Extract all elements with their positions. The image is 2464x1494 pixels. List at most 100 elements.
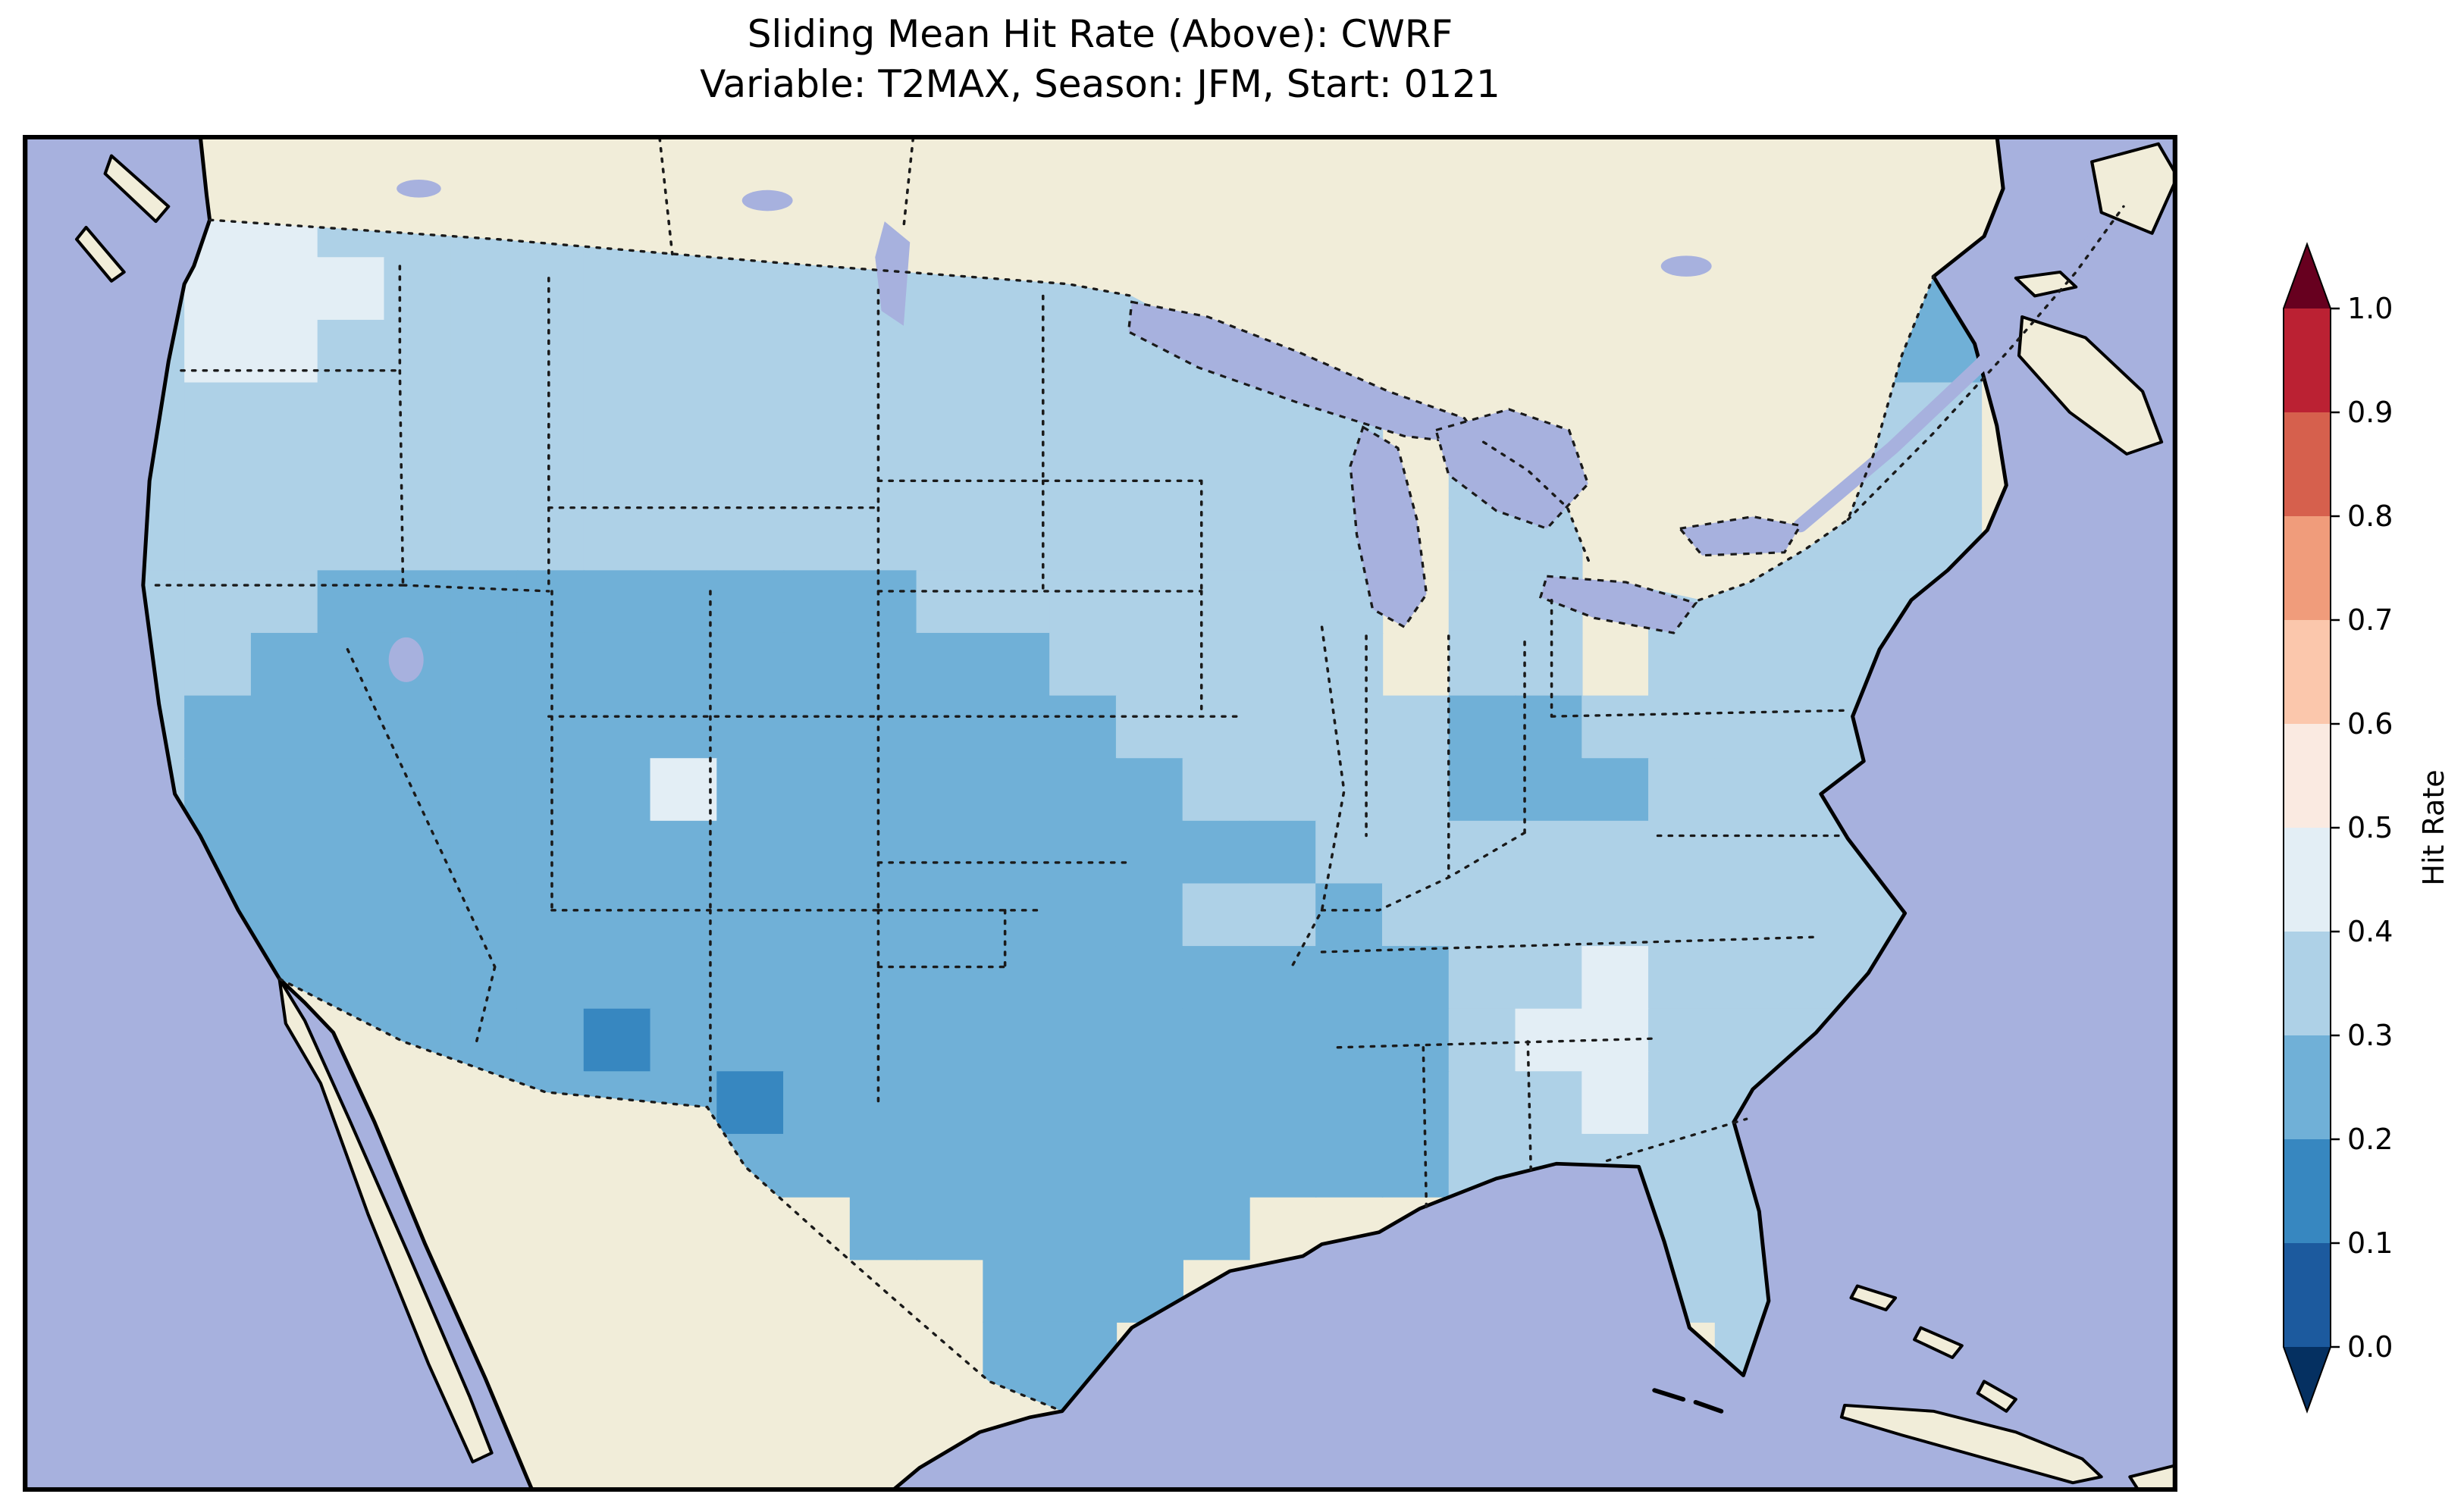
- hit-rate-cell: [583, 319, 651, 384]
- hit-rate-cell: [384, 758, 452, 822]
- hit-rate-cell: [983, 946, 1051, 1010]
- colorbar: 1.0 0.9 0.8 0.7 0.6 0.5 0.4 0.3 0.2 0.1 0.0 Hit Rat…: [2283, 242, 2450, 1414]
- cuba: [1839, 1403, 2103, 1485]
- hit-rate-cell: [384, 257, 452, 321]
- hit-rate-cell: [1515, 695, 1583, 760]
- hit-rate-cell: [1049, 1259, 1118, 1323]
- hit-rate-cell: [384, 820, 452, 885]
- hit-rate-cell: [1249, 632, 1317, 697]
- hit-rate-cell: [1049, 820, 1118, 885]
- hit-rate-cell: [317, 445, 385, 509]
- colorbar-tick-label: 0.8: [2347, 500, 2393, 533]
- hit-rate-cell: [983, 695, 1051, 760]
- hit-rate-cell: [1648, 695, 1716, 760]
- hit-rate-cell: [1249, 1008, 1317, 1073]
- hit-rate-cell: [1648, 946, 1716, 1010]
- hit-rate-cell: [650, 507, 718, 572]
- hit-rate-cell: [450, 507, 519, 572]
- hit-rate-cell: [450, 883, 519, 947]
- hit-rate-cell: [184, 758, 252, 822]
- hit-rate-cell: [450, 820, 519, 885]
- hit-rate-cell: [783, 695, 851, 760]
- hit-rate-cell: [583, 1008, 651, 1073]
- hit-rate-cell: [1714, 1008, 1782, 1073]
- hit-rate-cell: [983, 1196, 1051, 1261]
- hit-rate-cell: [1182, 1133, 1250, 1198]
- colorbar-segment: [2284, 412, 2331, 517]
- hit-rate-cell: [716, 820, 785, 885]
- hit-rate-cell: [983, 820, 1051, 885]
- hit-rate-cell: [849, 946, 917, 1010]
- hit-rate-cell: [1249, 820, 1317, 885]
- small-lake: [1660, 255, 1712, 277]
- hit-rate-cell: [1315, 883, 1384, 947]
- hit-rate-cell: [716, 695, 785, 760]
- hit-rate-cell: [384, 946, 452, 1010]
- hit-rate-cell: [650, 257, 718, 321]
- hit-rate-cell: [916, 695, 984, 760]
- hit-rate-cell: [1448, 758, 1516, 822]
- hit-rate-cell: [783, 946, 851, 1010]
- hit-rate-cell: [583, 570, 651, 634]
- small-lake: [397, 180, 441, 198]
- hit-rate-cell: [916, 758, 984, 822]
- hit-rate-cell: [1049, 946, 1118, 1010]
- hit-rate-cell: [716, 946, 785, 1010]
- hit-rate-cell: [384, 883, 452, 947]
- hit-rate-cell: [783, 570, 851, 634]
- hit-rate-cell: [583, 445, 651, 509]
- hit-rate-cell: [783, 883, 851, 947]
- nova-scotia: [2017, 315, 2164, 456]
- lake-winnipeg: [875, 221, 911, 326]
- hit-rate-cell: [1448, 1008, 1516, 1073]
- bahamas-island: [1976, 1380, 2017, 1413]
- hit-rate-cell: [250, 758, 318, 822]
- hit-rate-cell: [1648, 758, 1716, 822]
- hit-rate-cell: [1714, 946, 1782, 1010]
- hit-rate-cell: [1115, 1133, 1183, 1198]
- hit-rate-cell: [450, 632, 519, 697]
- hit-rate-cell: [250, 507, 318, 572]
- hit-rate-cell: [716, 758, 785, 822]
- hit-rate-cell: [1049, 1133, 1118, 1198]
- hit-rate-cell: [1249, 507, 1317, 572]
- hispaniola: [2128, 1463, 2177, 1492]
- hit-rate-cell: [1182, 820, 1250, 885]
- map-canvas: [23, 135, 2177, 1492]
- hit-rate-cell: [1049, 382, 1118, 446]
- hit-rate-cell: [250, 883, 318, 947]
- hit-rate-cell: [1315, 1133, 1384, 1198]
- colorbar-tick-label: 0.1: [2347, 1226, 2393, 1260]
- hit-rate-cell: [1714, 820, 1782, 885]
- small-lake: [741, 189, 793, 211]
- hit-rate-cell: [1448, 1071, 1516, 1135]
- colorbar-segment: [2284, 724, 2331, 828]
- hit-rate-cell: [317, 946, 385, 1010]
- hit-rate-cell: [1182, 695, 1250, 760]
- hit-rate-cell: [317, 883, 385, 947]
- hit-rate-cell: [1315, 946, 1384, 1010]
- hit-rate-cell: [250, 570, 318, 634]
- hit-rate-cell: [1648, 1133, 1716, 1198]
- colorbar-tick-label: 0.3: [2347, 1019, 2393, 1052]
- hit-rate-cell: [1182, 570, 1250, 634]
- hit-rate-cell: [1049, 883, 1118, 947]
- hit-rate-cell: [983, 319, 1051, 384]
- hit-rate-cell: [849, 1071, 917, 1135]
- hit-rate-cell: [1049, 695, 1118, 760]
- hit-rate-cell: [849, 632, 917, 697]
- hit-rate-cell: [184, 319, 252, 384]
- hit-rate-cell: [916, 632, 984, 697]
- hit-rate-cell: [1182, 883, 1250, 947]
- hit-rate-cell: [1515, 632, 1583, 697]
- hit-rate-cell: [783, 820, 851, 885]
- hit-rate-cell: [1381, 820, 1450, 885]
- hit-rate-cell: [1448, 570, 1516, 634]
- newfoundland: [2090, 142, 2177, 235]
- hit-rate-cell: [916, 1008, 984, 1073]
- hit-rate-cell: [1515, 883, 1583, 947]
- hit-rate-cell: [783, 382, 851, 446]
- hit-rate-cell: [1049, 758, 1118, 822]
- hit-rate-cell: [983, 883, 1051, 947]
- hit-rate-cell: [1781, 632, 1849, 697]
